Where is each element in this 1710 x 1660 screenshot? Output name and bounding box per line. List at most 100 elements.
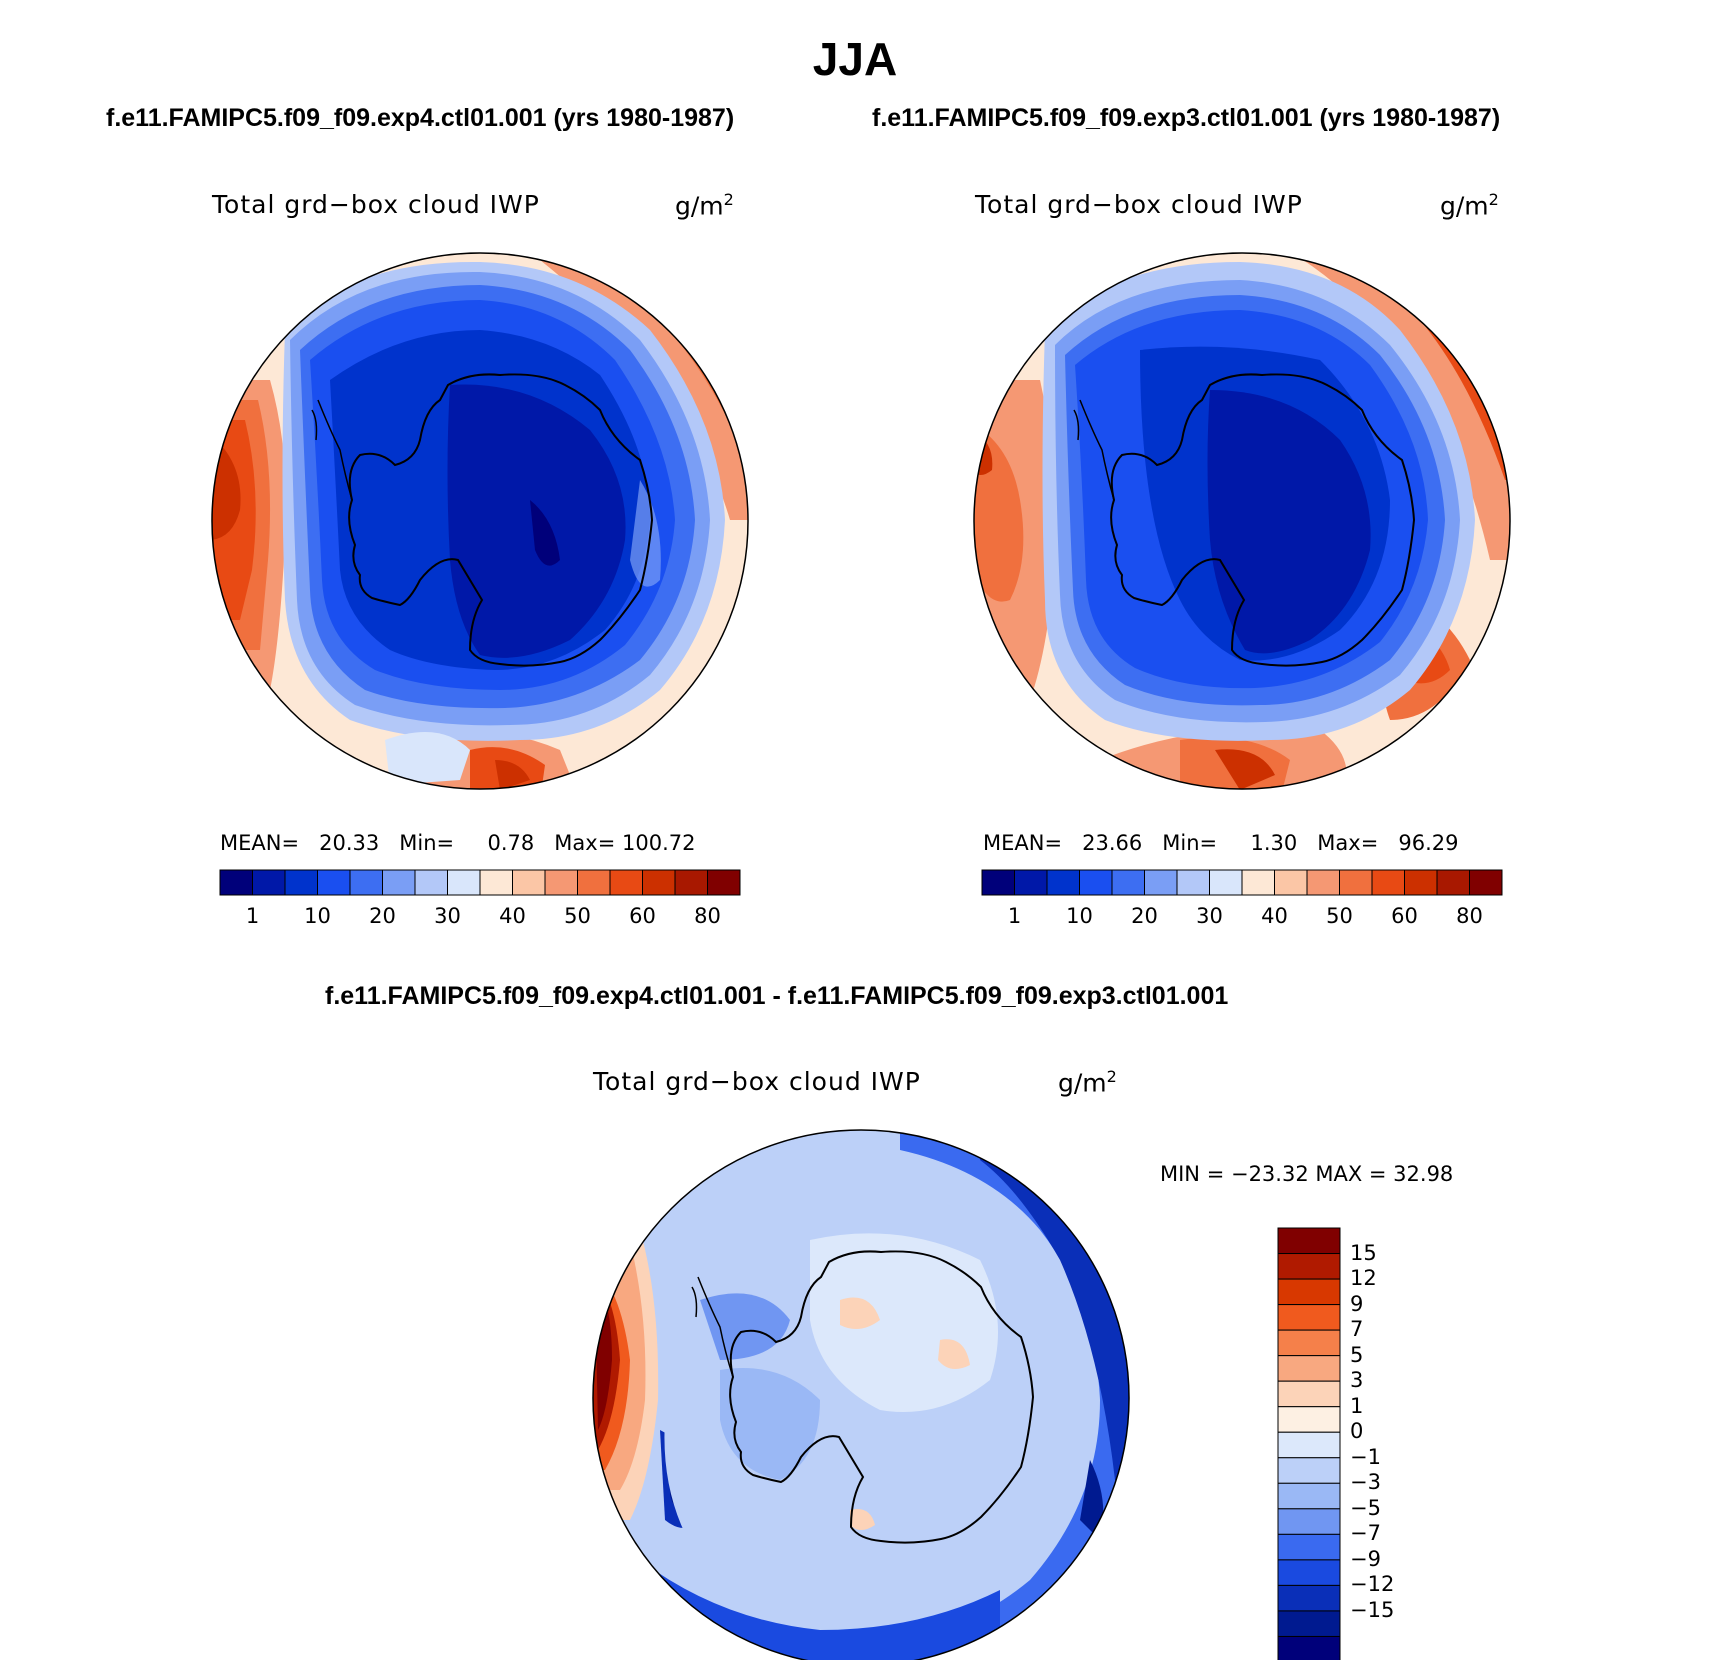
colorbar-swatch bbox=[1277, 1610, 1341, 1637]
colorbar-tick-label: 10 bbox=[304, 904, 331, 928]
colorbar-tick-label: −12 bbox=[1350, 1572, 1395, 1597]
figure-title: JJA bbox=[812, 33, 898, 85]
colorbar-swatch bbox=[1277, 1635, 1341, 1660]
colorbar-tick-label: 40 bbox=[499, 904, 526, 928]
colorbar-tick-label: −5 bbox=[1350, 1495, 1381, 1520]
diff-map-outline bbox=[592, 1129, 1130, 1660]
left-map-outline bbox=[211, 252, 749, 790]
right-units: g/m2 bbox=[1440, 190, 1499, 221]
colorbar-tick-label: 80 bbox=[1456, 904, 1483, 928]
colorbar-swatch bbox=[1436, 869, 1470, 896]
colorbar-swatch bbox=[1277, 1457, 1341, 1484]
diff-units: g/m2 bbox=[1058, 1067, 1117, 1098]
colorbar-swatch bbox=[1046, 869, 1080, 896]
colorbar-swatch bbox=[981, 869, 1015, 896]
colorbar-tick-label: 50 bbox=[1326, 904, 1353, 928]
colorbar-swatch bbox=[577, 869, 611, 896]
colorbar-tick-label: −9 bbox=[1350, 1546, 1381, 1571]
colorbar-swatch bbox=[1277, 1533, 1341, 1561]
colorbar-swatch bbox=[317, 869, 351, 896]
right-stats: MEAN= 23.66 Min= 1.30 Max= 96.29 bbox=[983, 831, 1459, 855]
diff-title: f.e11.FAMIPC5.f09_f09.exp4.ctl01.001 - f… bbox=[325, 982, 1229, 1010]
left-stats: MEAN= 20.33 Min= 0.78 Max= 100.72 bbox=[220, 831, 696, 855]
colorbar-tick-label: 30 bbox=[1196, 904, 1223, 928]
colorbar-swatch bbox=[512, 869, 546, 896]
left-map bbox=[211, 252, 749, 790]
diff-field-name: Total grd−box cloud IWP bbox=[593, 1067, 921, 1096]
colorbar-swatch bbox=[674, 869, 708, 896]
colorbar-swatch bbox=[1277, 1559, 1341, 1586]
colorbar-swatch bbox=[1277, 1482, 1341, 1510]
colorbar-swatch bbox=[1176, 869, 1210, 896]
colorbar-tick-label: 20 bbox=[369, 904, 396, 928]
colorbar-swatch bbox=[284, 869, 318, 896]
colorbar-swatch bbox=[252, 869, 286, 896]
colorbar-swatch bbox=[1277, 1431, 1341, 1459]
colorbar-swatch bbox=[1079, 869, 1113, 896]
colorbar-swatch bbox=[1277, 1406, 1341, 1433]
colorbar-swatch bbox=[447, 869, 481, 896]
colorbar-swatch bbox=[382, 869, 416, 896]
colorbar-swatch bbox=[1277, 1253, 1341, 1280]
diff-antarctica-coastline bbox=[729, 1250, 1035, 1544]
colorbar-swatch bbox=[544, 869, 578, 896]
colorbar-tick-label: 80 bbox=[694, 904, 721, 928]
colorbar-swatch bbox=[1144, 869, 1178, 896]
colorbar-swatch bbox=[1277, 1380, 1341, 1408]
diff-map bbox=[592, 1129, 1130, 1660]
colorbar-tick-label: 3 bbox=[1350, 1368, 1364, 1393]
colorbar-swatch bbox=[1277, 1355, 1341, 1382]
colorbar-tick-label: 1 bbox=[1007, 904, 1022, 928]
colorbar-swatch bbox=[642, 869, 676, 896]
colorbar-tick-label: 30 bbox=[434, 904, 461, 928]
colorbar-swatch bbox=[1274, 869, 1308, 896]
colorbar-swatch bbox=[1277, 1278, 1341, 1306]
colorbar-swatch bbox=[1277, 1227, 1341, 1255]
right-antarctica-coastline bbox=[1110, 373, 1416, 667]
colorbar-swatch bbox=[1404, 869, 1438, 896]
right-colorbar bbox=[981, 869, 1503, 896]
left-run-label: f.e11.FAMIPC5.f09_f09.exp4.ctl01.001 (yr… bbox=[106, 104, 735, 132]
colorbar-swatch bbox=[1277, 1304, 1341, 1331]
colorbar-tick-label: 60 bbox=[629, 904, 656, 928]
colorbar-tick-label: −7 bbox=[1350, 1521, 1381, 1546]
colorbar-swatch bbox=[1277, 1508, 1341, 1535]
colorbar-swatch bbox=[1209, 869, 1243, 896]
colorbar-tick-label: 0 bbox=[1350, 1419, 1364, 1444]
diff-colorbar bbox=[1277, 1227, 1341, 1660]
colorbar-swatch bbox=[414, 869, 448, 896]
right-field-name: Total grd−box cloud IWP bbox=[975, 190, 1303, 219]
colorbar-swatch bbox=[1277, 1584, 1341, 1612]
colorbar-tick-label: 1 bbox=[245, 904, 260, 928]
colorbar-swatch bbox=[1241, 869, 1275, 896]
colorbar-swatch bbox=[349, 869, 383, 896]
colorbar-swatch bbox=[479, 869, 513, 896]
colorbar-swatch bbox=[219, 869, 253, 896]
colorbar-swatch bbox=[1469, 869, 1503, 896]
colorbar-tick-label: 9 bbox=[1350, 1291, 1364, 1316]
colorbar-tick-label: −15 bbox=[1350, 1597, 1395, 1622]
colorbar-tick-label: −1 bbox=[1350, 1444, 1381, 1469]
colorbar-swatch bbox=[1277, 1329, 1341, 1357]
colorbar-tick-label: 12 bbox=[1350, 1266, 1377, 1291]
colorbar-tick-label: 20 bbox=[1131, 904, 1158, 928]
colorbar-tick-label: 50 bbox=[564, 904, 591, 928]
left-units: g/m2 bbox=[675, 190, 734, 221]
left-antarctica-coastline bbox=[348, 373, 654, 667]
colorbar-swatch bbox=[1111, 869, 1145, 896]
colorbar-tick-label: 7 bbox=[1350, 1317, 1364, 1342]
left-field-name: Total grd−box cloud IWP bbox=[212, 190, 540, 219]
right-run-label: f.e11.FAMIPC5.f09_f09.exp3.ctl01.001 (yr… bbox=[872, 104, 1501, 132]
colorbar-swatch bbox=[1014, 869, 1048, 896]
colorbar-tick-label: 60 bbox=[1391, 904, 1418, 928]
colorbar-tick-label: 5 bbox=[1350, 1342, 1364, 1367]
colorbar-tick-label: −3 bbox=[1350, 1470, 1381, 1495]
colorbar-swatch bbox=[609, 869, 643, 896]
colorbar-swatch bbox=[1339, 869, 1373, 896]
diff-stats: MIN = −23.32 MAX = 32.98 bbox=[1160, 1162, 1454, 1186]
colorbar-swatch bbox=[707, 869, 741, 896]
colorbar-tick-label: 1 bbox=[1350, 1393, 1364, 1418]
right-map-outline bbox=[973, 252, 1511, 790]
colorbar-swatch bbox=[1371, 869, 1405, 896]
